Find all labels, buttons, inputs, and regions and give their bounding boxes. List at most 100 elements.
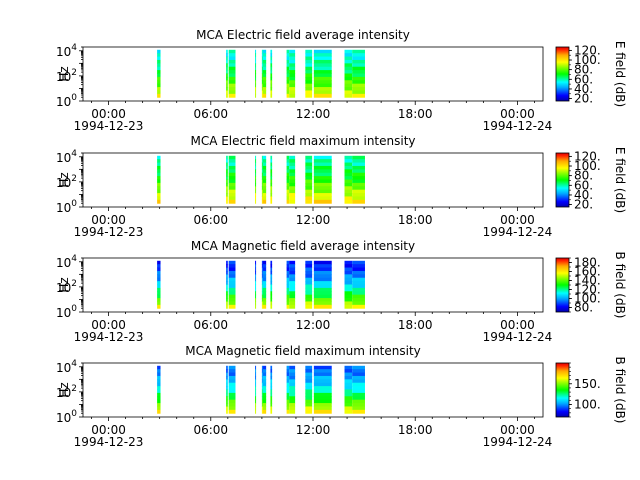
spectrogram-cell [270, 304, 273, 309]
spectrogram-cell [352, 270, 365, 275]
spectrogram-cell [313, 270, 332, 275]
spectrogram-cell [226, 382, 228, 387]
spectrogram-cell [228, 80, 236, 85]
spectrogram-cell [352, 73, 365, 78]
spectrogram-cell [286, 76, 290, 81]
panel-title: MCA Electric field average intensity [196, 28, 410, 42]
spectrogram-cell [286, 369, 290, 374]
spectrogram-cell [344, 365, 353, 370]
data-column [226, 260, 228, 309]
spectrogram-cell [313, 403, 332, 407]
y-tick-label: 102 [56, 279, 77, 295]
colorbar-tick-label: 100. [574, 159, 601, 173]
spectrogram-cell [270, 199, 273, 204]
spectrogram-cell [270, 159, 273, 164]
spectrogram-cell [226, 379, 228, 384]
spectrogram-cell [261, 264, 263, 269]
spectrogram-cell [344, 277, 353, 282]
spectrogram-cell [262, 301, 267, 306]
spectrogram-cell [255, 76, 257, 81]
spectrogram-cell [270, 93, 273, 98]
panel-title: MCA Magnetic field average intensity [191, 239, 415, 253]
data-column [344, 49, 353, 98]
spectrogram-cell [289, 409, 296, 414]
spectrogram-cell [289, 389, 296, 394]
spectrogram-cell [344, 386, 353, 390]
spectrogram-cell [270, 176, 273, 180]
colorbar-tick-label: 140. [574, 274, 601, 288]
spectrogram-cell [344, 382, 353, 387]
spectrogram-cell [228, 403, 236, 407]
spectrogram-cell [344, 392, 353, 397]
spectrogram-cell [352, 382, 365, 387]
spectrogram-cell [261, 396, 263, 401]
spectrogram-cell [262, 76, 267, 81]
spectrogram-cell [261, 270, 263, 275]
spectrogram-cell [344, 165, 353, 170]
spectrogram-cell [255, 59, 257, 64]
spectrogram-cell [305, 90, 313, 95]
spectrogram-cell [226, 375, 228, 380]
spectrogram-cell [226, 298, 228, 302]
spectrogram-cell [286, 267, 290, 272]
spectrogram-cell [157, 382, 161, 387]
spectrogram-cell [344, 66, 353, 71]
spectrogram-cell [255, 270, 257, 275]
data-column [313, 49, 332, 98]
colorbar-tick-label: 120. [574, 149, 601, 163]
spectrogram-cell [289, 274, 296, 279]
spectrogram-cell [289, 406, 296, 411]
spectrogram-cell [255, 392, 257, 397]
spectrogram-cell [313, 392, 332, 397]
spectrogram-cell [262, 196, 267, 201]
spectrogram-cell [270, 49, 273, 54]
data-column [305, 260, 313, 309]
spectrogram-cell [228, 386, 236, 390]
spectrogram-cell [344, 379, 353, 384]
spectrogram-cell [270, 284, 273, 289]
colorbar-tick-label: 160. [574, 265, 601, 279]
spectrogram-cell [226, 267, 228, 272]
spectrogram-cell [352, 291, 365, 296]
spectrogram-cell [228, 169, 236, 174]
spectrogram-cell [286, 182, 290, 187]
spectrogram-cell [228, 264, 236, 269]
spectrogram-cell [228, 294, 236, 299]
spectrogram-cell [286, 199, 290, 204]
spectrogram-cell [286, 382, 290, 387]
spectrogram-cell [305, 274, 313, 279]
x-tick-label: 00:00 [91, 107, 126, 121]
spectrogram-cell [270, 179, 273, 184]
spectrogram-cell [228, 155, 236, 160]
spectrogram-cell [344, 409, 353, 414]
spectrogram-cell [305, 298, 313, 302]
x-tick-label: 06:00 [193, 423, 228, 437]
spectrogram-cell [261, 291, 263, 296]
spectrogram-cell [255, 284, 257, 289]
spectrogram-cell [305, 49, 313, 54]
spectrogram-cell [313, 83, 332, 88]
spectrogram-cell [262, 389, 267, 394]
data-column [289, 155, 296, 204]
spectrogram-cell [286, 304, 290, 309]
spectrogram-cell [157, 298, 161, 302]
data-column [228, 365, 236, 414]
spectrogram-cell [226, 76, 228, 81]
spectrogram-cell [157, 260, 161, 265]
spectrogram-cell [261, 49, 263, 54]
colorbar-tick-label: 60. [574, 178, 593, 192]
spectrogram-cell [352, 406, 365, 411]
spectrogram-cell [286, 93, 290, 98]
x-tick-date: 1994-12-24 [483, 435, 553, 449]
spectrogram-cell [261, 176, 263, 180]
data-column [352, 365, 365, 414]
spectrogram-cell [255, 83, 257, 88]
spectrogram-cell [270, 382, 273, 387]
spectrogram-cell [255, 396, 257, 401]
spectrogram-cell [226, 406, 228, 411]
spectrogram-cell [289, 90, 296, 95]
spectrogram-cell [352, 287, 365, 292]
spectrogram-cell [228, 56, 236, 61]
spectrogram-cell [286, 159, 290, 164]
spectrogram-cell [352, 182, 365, 187]
